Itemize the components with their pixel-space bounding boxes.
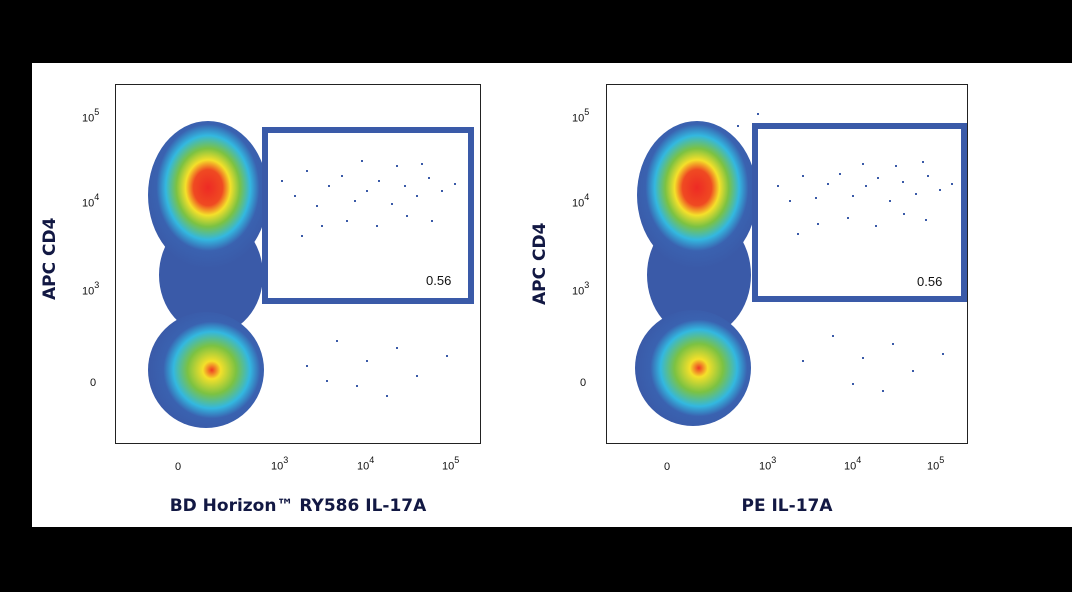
scattered-events [737,113,953,392]
plot-right: APC CD4 105 104 103 0 [522,63,1072,527]
il17a-positive-gate[interactable] [262,127,474,304]
y-tick-1e4: 104 [572,192,590,210]
y-tick-1e5: 105 [82,107,100,125]
cd4-negative-population [148,312,264,428]
x-tick-0: 0 [664,461,671,473]
y-tick-1e3: 103 [82,280,100,298]
x-tick-1e5: 105 [442,455,460,473]
x-tick-0: 0 [175,461,182,473]
cd4-positive-population [148,121,268,269]
x-tick-1e5: 105 [927,455,945,473]
plot-area: 0.56 [606,84,968,444]
il17a-positive-gate[interactable] [752,123,967,302]
plot-area: 0.56 [115,84,481,444]
x-tick-1e4: 104 [357,455,375,473]
x-tick-1e4: 104 [844,455,862,473]
cd4-negative-population [635,310,751,426]
y-tick-0: 0 [580,377,587,389]
y-axis-label: APC CD4 [530,222,550,305]
plot-left: APC CD4 105 104 103 0 [32,63,552,527]
density-plot [635,113,953,426]
y-tick-1e4: 104 [82,192,100,210]
y-tick-1e5: 105 [572,107,590,125]
y-tick-0: 0 [90,377,97,389]
gate-percentage: 0.56 [917,274,943,289]
gate-percentage: 0.56 [426,273,452,288]
scattered-events [281,160,456,397]
y-axis-label: APC CD4 [40,217,60,300]
x-axis-label: PE IL-17A [741,496,833,516]
x-tick-1e3: 103 [759,455,777,473]
x-axis-label: BD Horizon™ RY586 IL-17A [169,496,427,516]
figure-panel: APC CD4 105 104 103 0 [32,63,1072,527]
y-tick-1e3: 103 [572,280,590,298]
x-tick-1e3: 103 [271,455,289,473]
cd4-positive-population [637,121,757,269]
density-plot [148,121,456,428]
